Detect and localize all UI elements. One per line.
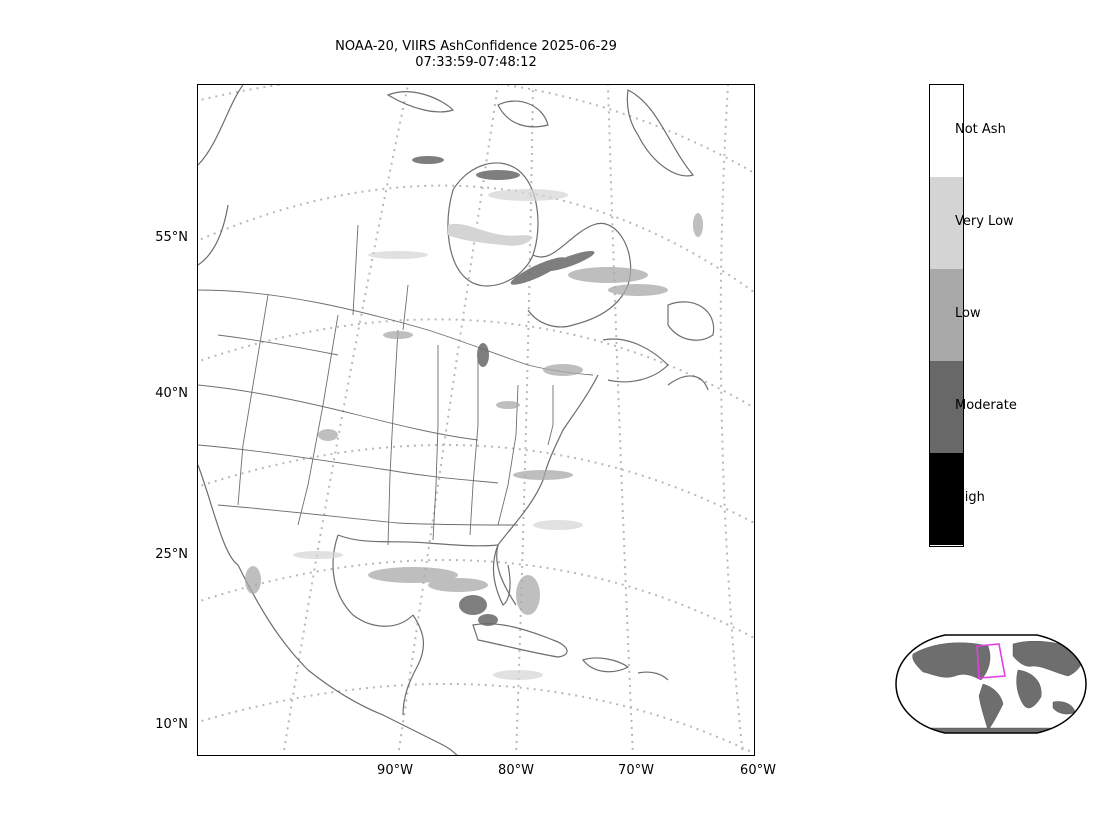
colorbar-segment (930, 269, 963, 361)
colorbar-segment (930, 453, 963, 545)
lon-label-70w: 70°W (618, 763, 654, 778)
colorbar-label: High (955, 490, 985, 505)
map-panel[interactable] (197, 84, 755, 756)
lon-label-60w: 60°W (740, 763, 776, 778)
title-line-1: NOAA-20, VIIRS AshConfidence 2025-06-29 (335, 39, 617, 54)
graticule (198, 85, 754, 755)
map-canvas (198, 85, 754, 755)
colorbar-label: Very Low (955, 214, 1014, 229)
inset-globe (895, 634, 1087, 734)
political-boundaries (198, 224, 594, 546)
lon-label-90w: 90°W (377, 763, 413, 778)
coastlines (198, 85, 715, 755)
ash-area-very-low (448, 223, 533, 246)
colorbar-label: Not Ash (955, 122, 1006, 137)
lat-label-40n: 40°N (155, 386, 188, 401)
title-line-2: 07:33:59-07:48:12 (415, 55, 537, 70)
colorbar-segment (930, 85, 963, 177)
colorbar-label: Low (955, 306, 981, 321)
map-title: NOAA-20, VIIRS AshConfidence 2025-06-29 … (276, 39, 676, 71)
lat-label-55n: 55°N (155, 230, 188, 245)
ash-swaths (245, 156, 703, 680)
colorbar-segment (930, 177, 963, 269)
colorbar-label: Moderate (955, 398, 1017, 413)
lat-label-10n: 10°N (155, 717, 188, 732)
lon-label-80w: 80°W (498, 763, 534, 778)
lat-label-25n: 25°N (155, 547, 188, 562)
colorbar (929, 84, 964, 547)
colorbar-segment (930, 361, 963, 453)
